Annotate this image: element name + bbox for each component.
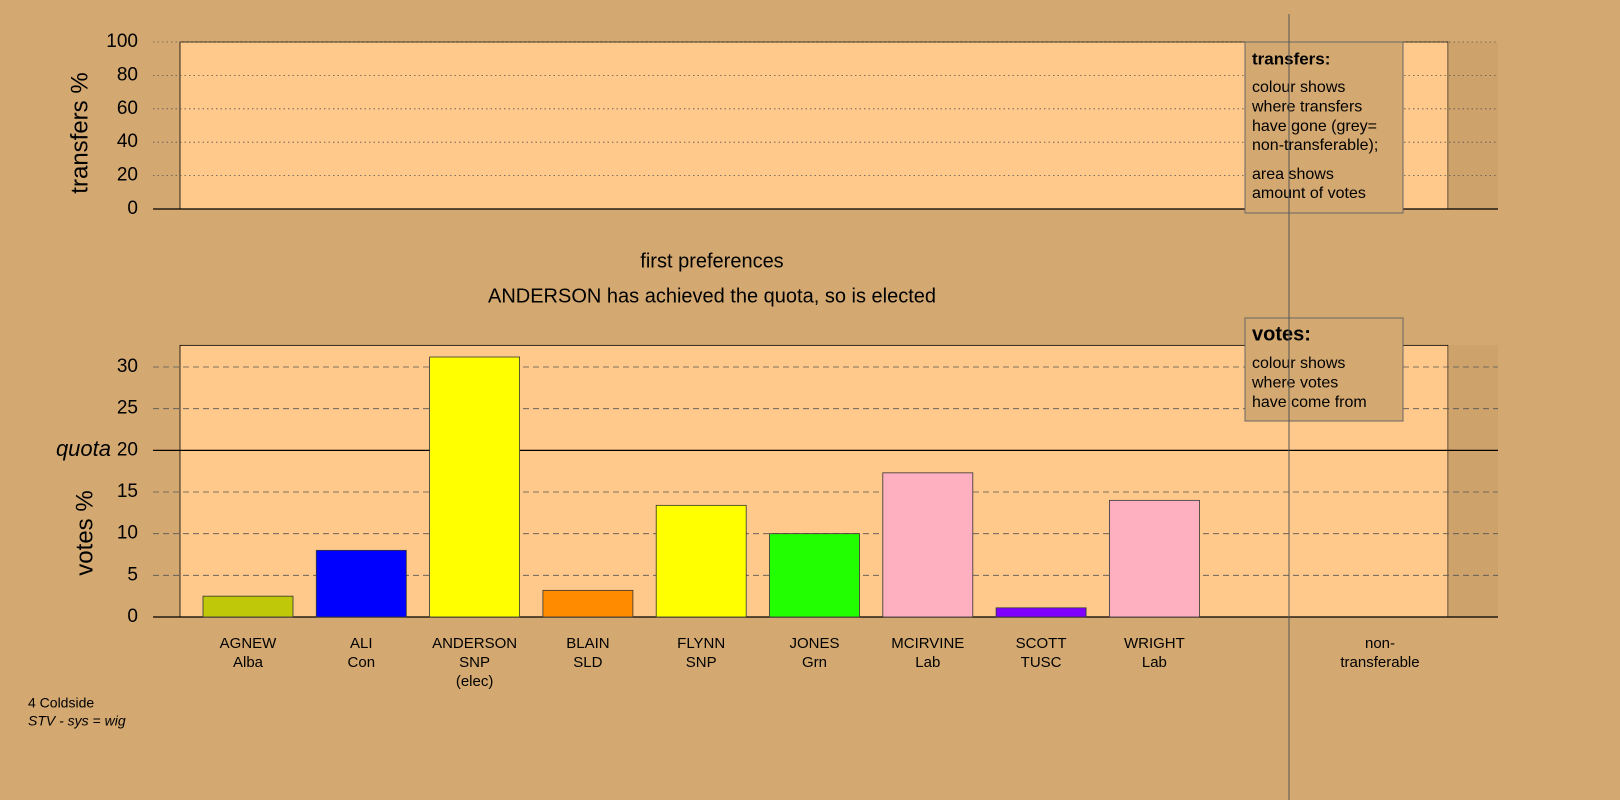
legend-text: where votes bbox=[1251, 375, 1338, 392]
x-tick-label: Alba bbox=[233, 654, 264, 671]
x-tick-label: FLYNN bbox=[677, 635, 725, 652]
y-tick-label: 60 bbox=[117, 98, 138, 119]
x-tick-label: ANDERSON bbox=[432, 635, 517, 652]
x-tick-label: JONES bbox=[789, 635, 839, 652]
bar bbox=[995, 607, 1087, 618]
x-tick-label: TUSC bbox=[1021, 654, 1062, 671]
y-tick-label: 100 bbox=[106, 31, 138, 52]
bar bbox=[655, 504, 747, 618]
bar bbox=[882, 472, 974, 618]
bar bbox=[315, 549, 407, 618]
x-tick-label: MCIRVINE bbox=[891, 635, 964, 652]
x-tick-label: Con bbox=[348, 654, 376, 671]
legend-text: have come from bbox=[1252, 394, 1367, 411]
legend-text: have gone (grey= bbox=[1252, 118, 1377, 135]
y-tick-label: 0 bbox=[127, 198, 138, 219]
x-tick-label: (elec) bbox=[456, 673, 494, 690]
bar bbox=[202, 595, 294, 618]
x-tick-label: SNP bbox=[459, 654, 490, 671]
legend-text: amount of votes bbox=[1252, 185, 1366, 202]
y-tick-label: 25 bbox=[117, 398, 138, 419]
x-tick-label: Lab bbox=[1142, 654, 1167, 671]
x-tick-label: WRIGHT bbox=[1124, 635, 1185, 652]
legend-text: where transfers bbox=[1251, 99, 1362, 116]
y-tick-label: 5 bbox=[127, 564, 138, 585]
legend-title: transfers: bbox=[1252, 49, 1330, 68]
plot-area bbox=[179, 41, 1449, 210]
x-tick-label: BLAIN bbox=[566, 635, 609, 652]
bar bbox=[769, 533, 860, 618]
bar bbox=[429, 356, 521, 618]
y-tick-label: 0 bbox=[127, 606, 138, 627]
y-tick-label: 40 bbox=[117, 131, 138, 152]
x-tick-label: Lab bbox=[915, 654, 940, 671]
legend-text: non-transferable); bbox=[1252, 137, 1378, 154]
x-tick-label: transferable bbox=[1340, 654, 1419, 671]
y-axis-title: transfers % bbox=[66, 72, 93, 193]
x-tick-label: non- bbox=[1365, 635, 1395, 652]
x-tick-label: AGNEW bbox=[220, 635, 278, 652]
chart-title: first preferences bbox=[640, 250, 783, 272]
legend-text: colour shows bbox=[1252, 79, 1345, 96]
y-tick-label: 20 bbox=[117, 439, 138, 460]
y-tick-label: 15 bbox=[117, 481, 138, 502]
x-tick-label: SNP bbox=[686, 654, 717, 671]
x-tick-label: ALI bbox=[350, 635, 373, 652]
x-tick-label: Grn bbox=[802, 654, 827, 671]
legend-text: area shows bbox=[1252, 166, 1334, 183]
x-tick-label: SCOTT bbox=[1016, 635, 1067, 652]
y-tick-label: 30 bbox=[117, 356, 138, 377]
quota-label: quota bbox=[56, 436, 111, 461]
y-axis-title: votes % bbox=[71, 490, 98, 575]
x-tick-label: SLD bbox=[573, 654, 602, 671]
legend-box bbox=[1244, 317, 1404, 422]
footnote-ward: 4 Coldside bbox=[28, 695, 94, 711]
bar bbox=[542, 589, 634, 618]
legend-box bbox=[1244, 41, 1404, 214]
outer-shade bbox=[1448, 345, 1498, 617]
chart-subtitle: ANDERSON has achieved the quota, so is e… bbox=[488, 285, 936, 307]
legend-title: votes: bbox=[1252, 323, 1311, 345]
y-tick-label: 10 bbox=[117, 523, 138, 544]
bar bbox=[1109, 499, 1200, 618]
footnote-system: STV - sys = wig bbox=[28, 713, 126, 729]
legend-text: colour shows bbox=[1252, 355, 1345, 372]
y-tick-label: 80 bbox=[117, 64, 138, 85]
y-tick-label: 20 bbox=[117, 165, 138, 186]
outer-shade bbox=[1448, 42, 1498, 209]
